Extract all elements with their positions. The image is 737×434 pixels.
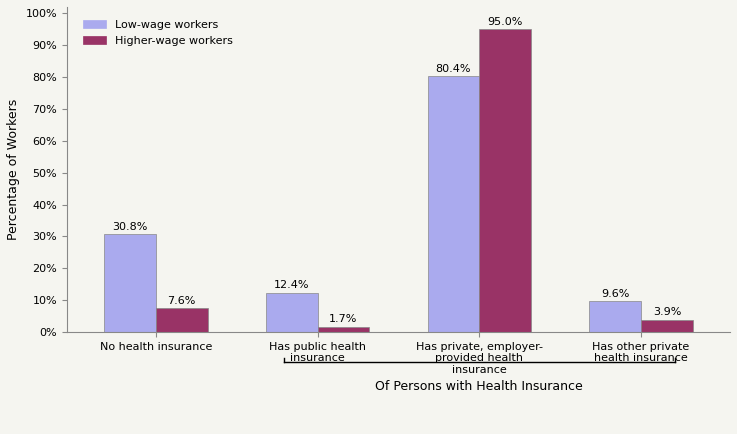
Bar — [104, 234, 156, 332]
Legend: Low-wage workers, Higher-wage workers: Low-wage workers, Higher-wage workers — [79, 16, 237, 50]
Bar — [156, 308, 208, 332]
Text: 9.6%: 9.6% — [601, 289, 629, 299]
Bar — [427, 76, 479, 332]
Text: 3.9%: 3.9% — [653, 307, 681, 317]
Bar — [479, 29, 531, 332]
Bar — [641, 319, 693, 332]
Bar — [266, 293, 318, 332]
Text: 30.8%: 30.8% — [112, 222, 147, 232]
Text: Of Persons with Health Insurance: Of Persons with Health Insurance — [375, 380, 583, 393]
Y-axis label: Percentage of Workers: Percentage of Workers — [7, 99, 20, 240]
Text: 1.7%: 1.7% — [329, 314, 357, 324]
Text: 12.4%: 12.4% — [274, 280, 310, 290]
Text: 80.4%: 80.4% — [436, 63, 471, 73]
Bar — [590, 302, 641, 332]
Text: 7.6%: 7.6% — [167, 296, 196, 306]
Text: 95.0%: 95.0% — [487, 17, 523, 27]
Bar — [318, 327, 369, 332]
